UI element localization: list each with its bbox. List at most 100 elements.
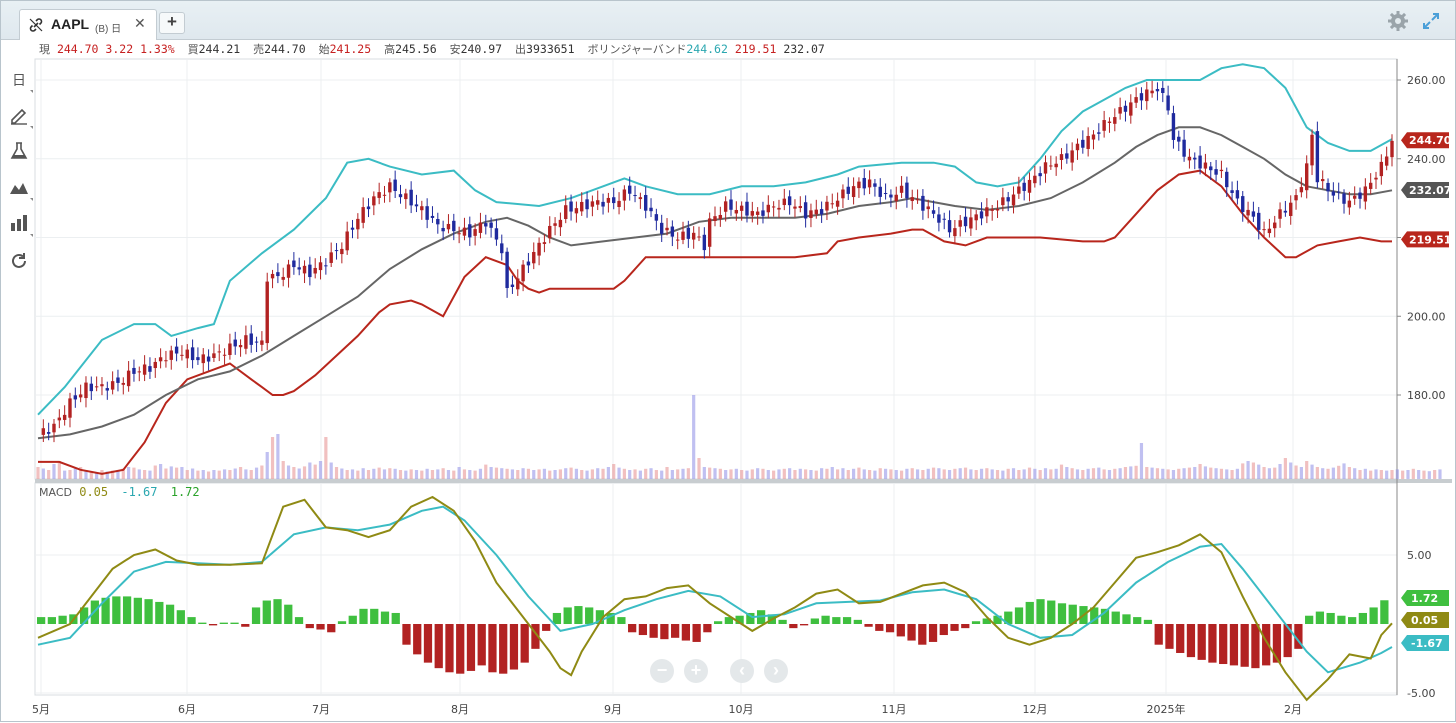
candle-body (313, 267, 317, 274)
macd-tag-label: 1.72 (1411, 592, 1438, 605)
add-tab-button[interactable]: + (159, 12, 185, 34)
draw-tool-button[interactable] (7, 105, 33, 129)
period-button[interactable]: 日 (7, 69, 33, 93)
volume-bar (1065, 467, 1069, 479)
macd-histogram-bar (1197, 624, 1206, 660)
candle-body (1273, 222, 1277, 229)
macd-histogram-bar (144, 599, 153, 624)
tool-sidebar: 日 (3, 61, 33, 721)
candle-body (649, 207, 653, 212)
macd-histogram-bar (423, 624, 433, 663)
candle-body (659, 222, 664, 234)
gear-icon[interactable] (1387, 10, 1409, 32)
macd-histogram-bar (928, 624, 938, 642)
volume-bar (190, 468, 195, 479)
volume-bar (1363, 468, 1367, 479)
volume-toggle-button[interactable] (7, 213, 33, 237)
candle-body (1166, 95, 1170, 111)
macd-histogram-bar (509, 624, 519, 670)
macd-histogram-bar (671, 624, 680, 638)
volume-bar (846, 470, 850, 479)
macd-histogram-bar (1337, 615, 1346, 624)
candle-body (1054, 163, 1058, 168)
macd-histogram-bar (1251, 624, 1260, 669)
volume-bar (318, 461, 323, 479)
volume-bar (414, 470, 419, 479)
macd-signal-line (37, 505, 1393, 674)
y-axis-tick-label: 260.00 (1407, 74, 1446, 87)
macd-histogram-bar (606, 612, 615, 624)
candle-body (1081, 139, 1085, 148)
chart-type-button[interactable] (7, 177, 33, 201)
volume-bar (340, 468, 344, 479)
volume-bar (73, 468, 77, 479)
expand-icon[interactable] (1421, 11, 1441, 31)
candle-body (979, 211, 984, 219)
candle-body (340, 248, 344, 255)
candle-body (542, 242, 547, 244)
candle-body (238, 345, 243, 348)
tab-aapl[interactable]: AAPL (B) 日 ✕ (19, 9, 157, 40)
candle-body (761, 210, 765, 216)
volume-bar (931, 467, 936, 479)
candle-body (585, 199, 589, 210)
candle-body (84, 382, 88, 399)
macd-tag (1401, 635, 1449, 651)
candle-body (1059, 154, 1064, 161)
macd-panel-frame (34, 482, 1398, 696)
close-tab-icon[interactable]: ✕ (134, 15, 146, 31)
volume-bar (238, 467, 243, 479)
candle-body (222, 354, 227, 356)
candle-body (617, 200, 621, 207)
candle-body (1038, 173, 1042, 177)
candle-body (1262, 229, 1266, 231)
volume-bar (548, 470, 552, 479)
candle-body (1091, 134, 1096, 140)
macd-y-tick-label: -5.00 (1407, 687, 1435, 700)
volume-bar (1438, 469, 1442, 479)
candle-body (468, 224, 472, 238)
candle-body (670, 226, 675, 237)
volume-bar (569, 467, 573, 479)
low-label: 安 (449, 43, 461, 56)
candle-body (398, 194, 403, 198)
y-axis-tick-label: 180.00 (1407, 389, 1446, 402)
macd-histogram-bar (1143, 619, 1153, 624)
volume-bar (324, 437, 328, 479)
volume-bar (798, 468, 802, 479)
zoom-in-button[interactable]: + (684, 659, 708, 683)
x-axis-tick-label: 8月 (451, 703, 469, 716)
candle-body (798, 206, 802, 209)
zoom-out-button[interactable]: − (650, 659, 674, 683)
volume-bar (1246, 461, 1250, 479)
volume-bar (95, 473, 99, 479)
volume-bar (894, 470, 898, 479)
candle-body (68, 398, 72, 418)
price-tag-label: 232.07 (1409, 184, 1451, 197)
volume-bar (590, 469, 594, 479)
scroll-right-button[interactable]: › (764, 659, 788, 683)
candle-body (425, 206, 429, 220)
high-label: 高 (384, 43, 396, 56)
candle-body (100, 384, 104, 387)
candle-body (137, 371, 141, 373)
refresh-button[interactable] (7, 251, 31, 275)
volume-bar (1251, 462, 1256, 479)
candle-body (436, 218, 440, 225)
candle-body (1123, 105, 1128, 112)
macd-histogram-bar (692, 624, 701, 642)
volume-bar (1395, 469, 1399, 479)
volume-bar (953, 468, 957, 479)
macd-histogram-bar (488, 624, 497, 673)
macd-histogram-bar (585, 607, 594, 624)
macd-histogram-bar (251, 607, 261, 624)
candle-body (1310, 134, 1314, 166)
candle-body (606, 197, 611, 203)
indicator-button[interactable] (7, 141, 31, 165)
tab-symbol: AAPL (51, 16, 90, 32)
scroll-left-button[interactable]: ‹ (730, 659, 754, 683)
volume-bar (174, 467, 179, 479)
candle-body (233, 339, 237, 347)
candle-body (510, 284, 515, 288)
